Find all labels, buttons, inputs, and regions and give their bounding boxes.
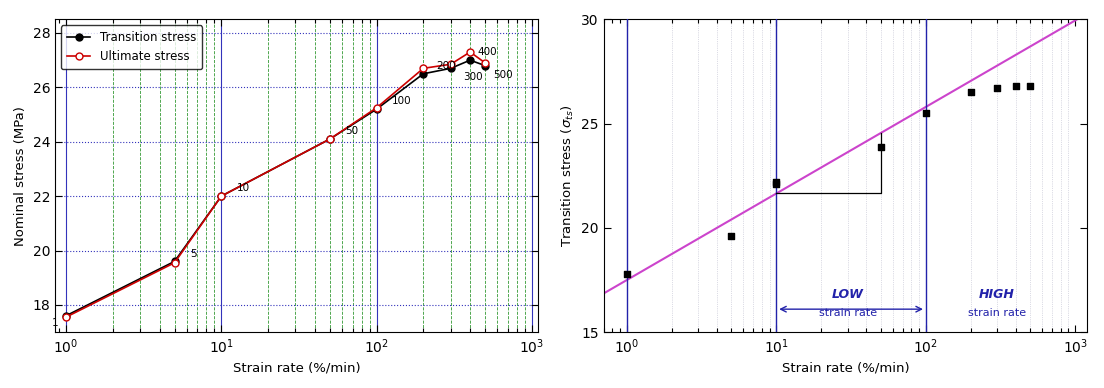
Point bbox=[917, 110, 935, 116]
X-axis label: Strain rate (%/min): Strain rate (%/min) bbox=[782, 361, 910, 374]
Y-axis label: Transition stress ($\sigma_{ts}$): Transition stress ($\sigma_{ts}$) bbox=[560, 105, 575, 247]
Text: 100: 100 bbox=[392, 96, 412, 106]
Text: strain rate: strain rate bbox=[968, 308, 1026, 317]
Text: 300: 300 bbox=[463, 73, 482, 82]
Point bbox=[872, 144, 890, 150]
Text: LOW: LOW bbox=[831, 288, 863, 301]
Text: 10: 10 bbox=[237, 184, 250, 193]
Point bbox=[1021, 83, 1039, 89]
Text: strain rate: strain rate bbox=[818, 308, 877, 317]
Text: 1: 1 bbox=[52, 319, 59, 329]
Point bbox=[722, 233, 740, 239]
Point bbox=[618, 270, 636, 277]
Point bbox=[1007, 83, 1025, 89]
Point bbox=[988, 85, 1006, 91]
Point bbox=[962, 89, 979, 95]
Text: 200: 200 bbox=[436, 61, 456, 71]
Legend: Transition stress, Ultimate stress: Transition stress, Ultimate stress bbox=[61, 25, 202, 69]
Text: 5: 5 bbox=[190, 249, 197, 259]
Point bbox=[767, 179, 785, 185]
X-axis label: Strain rate (%/min): Strain rate (%/min) bbox=[233, 361, 361, 374]
Text: HIGH: HIGH bbox=[979, 288, 1015, 301]
Text: 500: 500 bbox=[492, 70, 512, 80]
Point bbox=[767, 181, 785, 187]
Text: 50: 50 bbox=[346, 126, 359, 136]
Text: 400: 400 bbox=[478, 47, 498, 57]
Y-axis label: Nominal stress (MPa): Nominal stress (MPa) bbox=[14, 106, 26, 246]
